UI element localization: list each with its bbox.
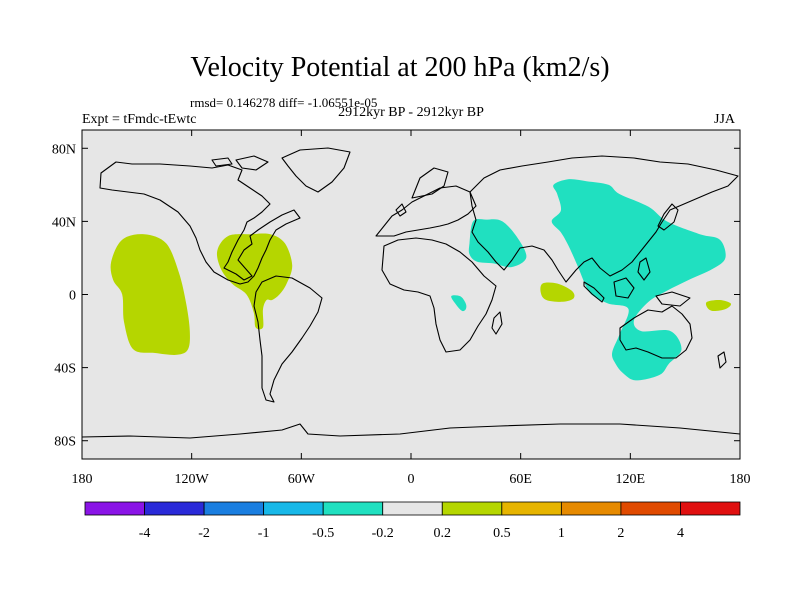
contour-region-central-pacific-positive — [110, 234, 190, 355]
colorbar-box — [382, 501, 443, 516]
coastline-europe — [375, 185, 477, 237]
coastline-sumatra — [583, 281, 605, 303]
y-tick-label: 80N — [52, 142, 76, 157]
colorbar-label: 2 — [617, 526, 624, 541]
contour-region-asia-pacific-negative — [551, 179, 726, 381]
coastline-madagascar — [491, 311, 503, 335]
colorbar: -4 -2 -1 -0.5 -0.2 0.2 0.5 1 2 4 — [84, 501, 741, 541]
season-label: JJA — [714, 112, 736, 127]
plot-title: Velocity Potential at 200 hPa (km2/s) — [190, 52, 610, 83]
colorbar-label: -0.5 — [312, 526, 334, 541]
x-tick-label: 120E — [616, 472, 646, 487]
x-tick-label: 120W — [175, 472, 210, 487]
colorbar-box — [560, 501, 622, 516]
stats-line: rmsd= 0.146278 diff= -1.06551e-05 — [190, 95, 378, 110]
x-tick-label: 180 — [72, 472, 93, 487]
colorbar-box — [322, 501, 384, 516]
left-label: Expt = tFmdc-tEwtc — [82, 112, 197, 127]
coastline-south-america — [253, 275, 323, 403]
y-tick-label: 80S — [54, 435, 76, 450]
coastlines — [82, 147, 740, 439]
coastline-australia — [619, 305, 693, 359]
colorbar-box — [203, 501, 265, 516]
colorbar-box — [441, 501, 503, 516]
coastline-antarctica — [82, 423, 740, 439]
y-tick-label: 40S — [54, 362, 76, 377]
coastline-new-zealand — [717, 351, 727, 369]
colorbar-label: -1 — [258, 526, 270, 541]
coastline-new-guinea — [655, 291, 691, 307]
coastline-japan — [657, 203, 679, 231]
contour-region-sw-pacific-positive — [705, 299, 732, 312]
colorbar-box — [263, 501, 324, 516]
contour-region-indian-ocean-positive — [540, 282, 575, 302]
x-tick-label: 180 — [730, 472, 751, 487]
coastline-north-america — [99, 161, 301, 285]
x-tick-label: 60W — [288, 472, 316, 487]
coastline-africa — [381, 237, 497, 353]
colorbar-box — [144, 501, 205, 516]
colorbar-label: -2 — [198, 526, 210, 541]
colorbar-label: 4 — [677, 526, 684, 541]
colorbar-label: 1 — [558, 526, 565, 541]
contour-region-central-america-positive — [216, 233, 293, 330]
contour-region-east-africa-negative — [451, 295, 467, 312]
coastline-asia — [469, 155, 739, 283]
coastline-scandinavia — [395, 167, 449, 217]
colorbar-box — [620, 501, 681, 516]
colorbar-label: -4 — [139, 526, 151, 541]
x-tick-label: 60E — [509, 472, 532, 487]
y-tick-label: 40N — [52, 215, 76, 230]
coastline-philippines — [637, 257, 651, 281]
colorbar-label: -0.2 — [372, 526, 394, 541]
coastline-borneo — [613, 277, 635, 299]
colorbar-box — [84, 501, 145, 516]
y-tick-label: 0 — [69, 289, 76, 304]
contour-fills — [110, 179, 732, 381]
colorbar-label: 0.2 — [434, 526, 452, 541]
coastline-greenland — [281, 147, 351, 193]
contour-region-north-africa-negative — [468, 218, 527, 268]
x-tick-label: 0 — [408, 472, 415, 487]
colorbar-label: 0.5 — [493, 526, 511, 541]
coastline-arctic-islands — [211, 155, 269, 171]
center-label: 2912kyr BP - 2912kyr BP — [338, 105, 484, 120]
axis-ticks: 180 120W 60W 0 60E 120E 180 80N 40N 0 40S 80S — [52, 130, 751, 487]
colorbar-box — [501, 501, 562, 516]
colorbar-box — [680, 501, 741, 516]
